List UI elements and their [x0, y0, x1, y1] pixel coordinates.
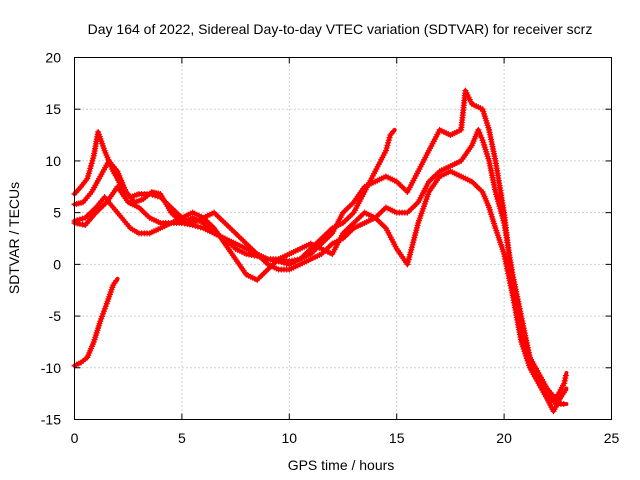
series-5	[71, 168, 569, 415]
x-axis-label: GPS time / hours	[288, 457, 395, 473]
y-tick-label: 5	[53, 205, 61, 221]
data-point	[195, 223, 202, 230]
series-1	[71, 276, 120, 369]
chart-title: Day 164 of 2022, Sidereal Day-to-day VTE…	[88, 21, 593, 37]
x-tick-label: 10	[282, 430, 298, 446]
data-point	[562, 372, 569, 379]
y-tick-label: -10	[41, 360, 61, 376]
data-layer	[71, 87, 569, 415]
series-4	[71, 126, 569, 402]
data-point	[79, 215, 86, 222]
x-tick-label: 0	[71, 430, 79, 446]
x-tick-label: 15	[389, 430, 405, 446]
y-tick-label: 15	[45, 101, 61, 117]
data-point	[560, 400, 567, 407]
y-axis-label: SDTVAR / TECUs	[6, 182, 22, 294]
x-tick-label: 20	[496, 430, 512, 446]
data-point	[192, 222, 199, 229]
data-point	[189, 222, 196, 229]
data-point	[113, 277, 120, 284]
ticks: 0 5 10 15 20 25 -15 -10 -5 0 5 10 15 20	[41, 50, 620, 447]
x-tick-label: 25	[604, 430, 620, 446]
y-tick-label: 10	[45, 153, 61, 169]
plot-frame	[74, 57, 612, 420]
data-point	[197, 224, 204, 231]
y-tick-label: -5	[49, 308, 62, 324]
data-point	[562, 387, 569, 394]
y-tick-label: 20	[45, 50, 61, 66]
y-tick-label: -15	[41, 412, 61, 428]
data-point	[390, 128, 397, 135]
y-tick-label: 0	[53, 256, 61, 272]
x-tick-label: 5	[178, 430, 186, 446]
